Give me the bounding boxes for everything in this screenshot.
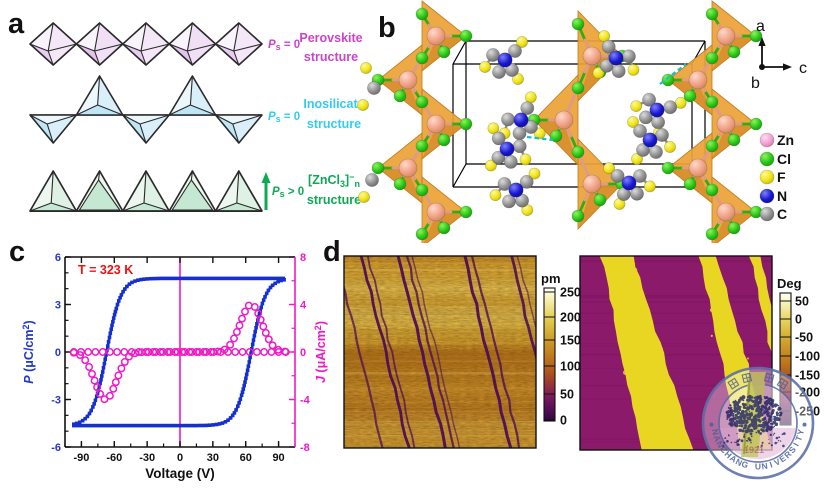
svg-text:-8: -8 xyxy=(300,442,310,454)
svg-text:0: 0 xyxy=(300,347,306,359)
svg-text:50: 50 xyxy=(560,388,574,402)
svg-text:I: I xyxy=(791,441,801,448)
svg-text:G: G xyxy=(740,459,750,471)
svg-text:a: a xyxy=(756,18,765,35)
svg-text:-50: -50 xyxy=(795,331,813,345)
svg-text:U: U xyxy=(755,462,761,472)
svg-text:30: 30 xyxy=(207,452,219,464)
svg-text:200: 200 xyxy=(560,311,581,325)
svg-text:-150: -150 xyxy=(795,369,820,383)
svg-text:Voltage (V): Voltage (V) xyxy=(145,466,215,481)
svg-text:-3: -3 xyxy=(51,395,61,407)
svg-text:b: b xyxy=(378,12,396,44)
svg-text:S: S xyxy=(787,444,799,455)
svg-text:structure: structure xyxy=(307,193,361,207)
svg-text:structure: structure xyxy=(304,50,358,64)
svg-text:V: V xyxy=(772,456,782,468)
svg-text:150: 150 xyxy=(560,334,581,348)
svg-text:60: 60 xyxy=(240,452,252,464)
svg-text:Perovskite: Perovskite xyxy=(299,31,362,45)
svg-text:a: a xyxy=(8,8,25,40)
svg-text:b: b xyxy=(751,75,760,92)
svg-text:R: R xyxy=(782,449,793,460)
svg-text:E: E xyxy=(778,453,789,465)
svg-text:-100: -100 xyxy=(795,350,820,364)
svg-text:N: N xyxy=(761,461,769,472)
svg-text:6: 6 xyxy=(55,252,61,264)
svg-text:T: T xyxy=(793,433,804,442)
svg-text:8: 8 xyxy=(300,252,306,264)
svg-text:N: N xyxy=(714,439,726,449)
svg-text:T = 323 K: T = 323 K xyxy=(78,263,133,277)
svg-text:Ps = 0: Ps = 0 xyxy=(268,111,300,124)
svg-text:0: 0 xyxy=(795,313,802,327)
svg-text:-250: -250 xyxy=(795,405,820,419)
svg-text:C: C xyxy=(718,444,730,455)
svg-text:Ps = 0: Ps = 0 xyxy=(268,39,300,52)
svg-text:Cl: Cl xyxy=(777,151,791,167)
svg-text:-4: -4 xyxy=(300,395,311,407)
svg-text:P (μC/cm2): P (μC/cm2) xyxy=(21,320,36,383)
svg-text:Y: Y xyxy=(795,428,806,436)
svg-text:1921: 1921 xyxy=(744,445,764,455)
svg-text:A: A xyxy=(712,434,724,443)
svg-text:90: 90 xyxy=(272,452,284,464)
svg-text:3: 3 xyxy=(55,300,61,312)
svg-text:0: 0 xyxy=(560,414,567,428)
svg-text:Deg: Deg xyxy=(777,276,802,291)
svg-text:d: d xyxy=(323,236,341,268)
svg-text:J (μA/cm2): J (μA/cm2) xyxy=(313,321,328,383)
svg-text:Inosilicate: Inosilicate xyxy=(303,97,364,111)
svg-text:Zn: Zn xyxy=(777,132,794,148)
svg-text:Ps > 0: Ps > 0 xyxy=(272,186,304,199)
svg-text:-6: -6 xyxy=(51,442,61,454)
svg-text:0: 0 xyxy=(177,452,183,464)
svg-text:A: A xyxy=(728,453,739,465)
svg-text:N: N xyxy=(777,188,787,204)
svg-text:c: c xyxy=(9,236,25,268)
svg-text:4: 4 xyxy=(300,300,307,312)
svg-text:structure: structure xyxy=(307,117,361,131)
svg-text:0: 0 xyxy=(55,347,61,359)
svg-text:F: F xyxy=(777,169,786,185)
svg-text:N: N xyxy=(734,456,744,468)
svg-text:-30: -30 xyxy=(139,452,155,464)
svg-text:100: 100 xyxy=(560,360,581,374)
svg-text:N: N xyxy=(710,428,721,436)
svg-text:-90: -90 xyxy=(73,452,89,464)
svg-text:50: 50 xyxy=(795,295,809,309)
svg-text:250: 250 xyxy=(560,286,581,300)
svg-text:c: c xyxy=(799,60,807,77)
svg-text:I: I xyxy=(768,459,773,469)
svg-text:C: C xyxy=(777,206,787,222)
svg-text:[ZnCl3]−n: [ZnCl3]−n xyxy=(308,172,360,189)
svg-text:pm: pm xyxy=(541,271,561,286)
svg-text:H: H xyxy=(722,449,733,460)
svg-text:-60: -60 xyxy=(106,452,122,464)
